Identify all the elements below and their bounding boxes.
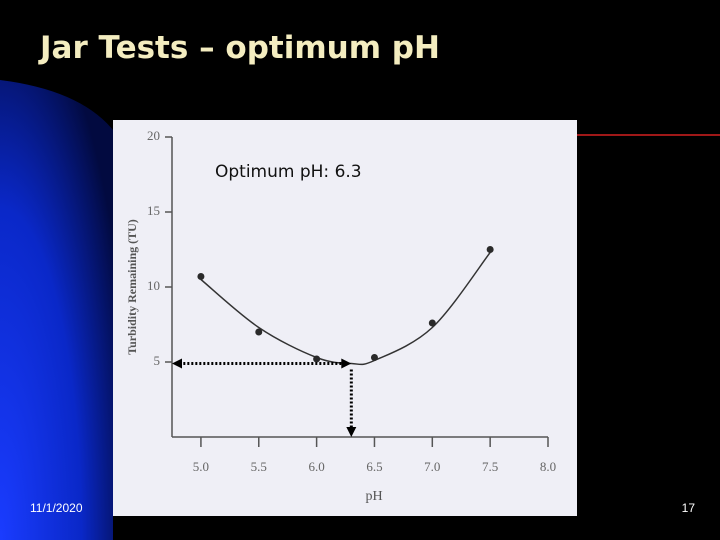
x-tick-label: 5.5 [251, 459, 267, 474]
page-number: 17 [682, 501, 696, 515]
arrowhead [346, 427, 357, 437]
data-point [255, 328, 263, 336]
data-point [428, 319, 436, 327]
y-tick-label: 20 [147, 128, 160, 143]
x-tick-label: 6.5 [366, 459, 382, 474]
y-axis-label: Turbidity Remaining (TU) [125, 219, 139, 355]
x-tick-label: 7.5 [482, 459, 498, 474]
annotation: Optimum pH: 6.3 [215, 162, 362, 182]
x-axis-label: pH [365, 489, 382, 504]
y-tick-label: 15 [147, 203, 160, 218]
fit-curve [200, 252, 491, 366]
slide-title: Jar Tests – optimum pH [38, 30, 440, 66]
arrowhead [172, 358, 182, 369]
blue-shape [0, 80, 113, 540]
arrowhead [341, 358, 352, 369]
data-point [197, 273, 205, 280]
chart: Optimum pH: 6.3 Turbidity Remaining (TU)… [113, 120, 577, 516]
chart-background [113, 120, 577, 516]
data-point [370, 354, 378, 361]
data-point [486, 246, 494, 253]
y-tick-label: 5 [154, 353, 161, 368]
x-tick-label: 8.0 [540, 459, 556, 474]
data-point [313, 355, 321, 363]
x-tick-label: 7.0 [424, 459, 440, 474]
y-tick-label: 10 [147, 278, 160, 293]
date: 11/1/2020 [30, 501, 83, 515]
x-tick-label: 6.0 [308, 459, 324, 474]
x-tick-label: 5.0 [193, 459, 209, 474]
